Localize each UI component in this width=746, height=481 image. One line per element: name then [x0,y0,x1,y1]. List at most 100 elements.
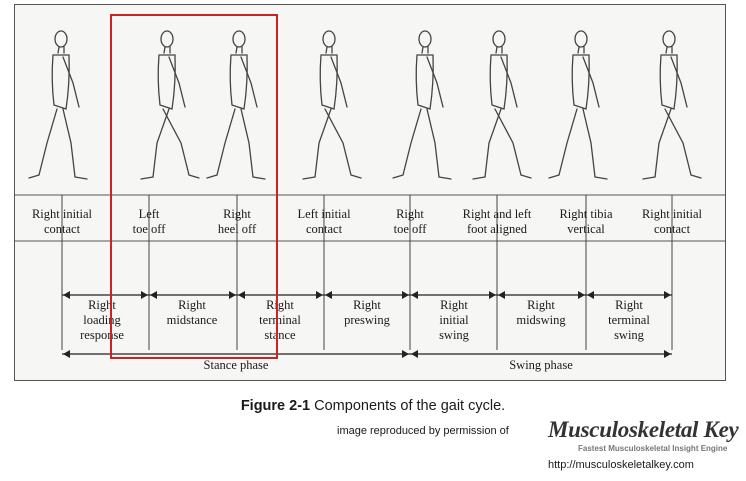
figure-feet [548,174,608,180]
figure-arm [500,56,518,108]
subphase-label-line: terminal [259,313,301,327]
figure-leg-front [426,108,440,178]
event-label-line: toe off [133,222,167,236]
event-label-7: Right tibia vertical [559,207,613,236]
figure-feet [140,174,200,180]
walking-figure-3 [206,30,266,180]
stance-phase-label: Stance phase [204,358,269,372]
subphase-label-line: Right [353,298,381,312]
figure-leg-back [664,108,692,176]
swing-phase-label: Swing phase [509,358,573,372]
walking-figure-1 [28,30,88,180]
event-label-line: Right initial [642,207,703,221]
subphase-label-3: Right terminal stance [259,298,301,342]
subphase-label-line: midswing [516,313,566,327]
highlight-box [110,14,278,359]
subphase-label-line: Right [615,298,643,312]
subphase-arrowhead-right-3 [316,291,323,299]
event-label-line: contact [44,222,81,236]
subphase-label-line: stance [264,328,296,342]
subphase-label-line: Right [178,298,206,312]
figure-head [492,30,506,48]
subphase-arrowhead-left-2 [150,291,157,299]
event-label-line: Right and left [463,207,532,221]
subphase-arrowhead-left-7 [587,291,594,299]
figure-neck [665,46,673,54]
event-label-line: Right tibia [559,207,613,221]
event-label-line: Left initial [297,207,351,221]
figure-leg-front [314,108,332,178]
figure-neck [495,46,503,54]
subphase-arrowhead-left-3 [238,291,245,299]
figure-neck [163,46,171,54]
figure-arm [426,56,444,108]
figure-neck [57,46,65,54]
event-label-3: Right heel off [218,207,257,236]
subphase-label-1: Right loading response [80,298,124,342]
subphase-arrowhead-left-5 [411,291,418,299]
figure-leg-front [484,108,502,178]
event-label-line: vertical [567,222,605,236]
event-label-line: contact [306,222,343,236]
figure-torso [489,54,508,110]
figure-arm [168,56,186,108]
walking-figure-8 [642,30,702,180]
event-label-4: Left initial contact [297,207,351,236]
figure-arm [330,56,348,108]
subphase-arrowhead-right-6 [578,291,585,299]
figure-torso [415,54,434,110]
figure-feet [302,174,362,180]
event-label-line: Left [139,207,160,221]
figure-feet [472,174,532,180]
event-label-line: heel off [218,222,257,236]
subphase-arrowhead-right-1 [141,291,148,299]
figure-torso [51,54,70,110]
subphase-label-line: Right [527,298,555,312]
credit-text: image reproduced by permission of [337,425,509,437]
figure-neck [235,46,243,54]
figure-leg-front [240,108,254,178]
figure-arm [62,56,80,108]
subphase-arrowhead-right-7 [664,291,671,299]
event-label-5: Right toe off [394,207,428,236]
stance-arrowhead-right [402,350,409,358]
walking-figure-4 [302,30,362,180]
caption-text: Components of the gait cycle. [314,398,506,414]
event-label-line: Right [223,207,251,221]
swing-arrowhead-right [664,350,671,358]
figure-head [662,30,676,48]
subphase-label-7: Right terminal swing [608,298,650,342]
figure-head [574,30,588,48]
event-label-line: contact [654,222,691,236]
event-label-line: foot aligned [467,222,528,236]
figure-arm [240,56,258,108]
walking-figure-2 [140,30,200,180]
subphase-label-line: Right [266,298,294,312]
figure-leg-front [152,108,170,178]
event-label-line: Right initial [32,207,93,221]
figure-torso [157,54,176,110]
figure-leg-back [494,108,522,176]
figure-leg-back [324,108,352,176]
subphase-arrowhead-left-1 [63,291,70,299]
figure-feet [392,174,452,180]
caption-label: Figure 2-1 [240,398,311,414]
figure-leg-back [162,108,190,176]
subphase-arrowhead-left-6 [498,291,505,299]
event-label-2: Left toe off [133,207,167,236]
figure-torso [659,54,678,110]
figure-leg-back [38,108,58,176]
subphase-label-line: preswing [344,313,391,327]
figure-leg-back [558,108,578,176]
subphase-label-line: midstance [167,313,218,327]
event-label-6: Right and left foot aligned [463,207,532,236]
subphase-label-line: terminal [608,313,650,327]
figure-leg-front [62,108,76,178]
gait-diagram: Right initial contact Left toe off Right heel… [14,4,726,381]
walking-figure-7 [548,30,608,180]
figure-head [54,30,68,48]
figure-head [418,30,432,48]
figure-neck [421,46,429,54]
figure-torso [319,54,338,110]
